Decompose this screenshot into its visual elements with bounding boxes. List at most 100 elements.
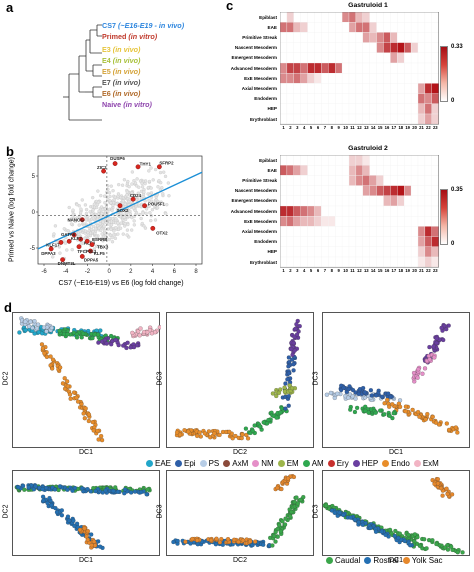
legend-label: AxM [232, 459, 249, 468]
tree-leaf-cs7: CS7 (~E16-E19 - in vivo) [102, 21, 184, 30]
heatmap-col-label: 1 [282, 268, 285, 274]
region-legend: Caudal Rostral Yolk Sac [326, 556, 447, 565]
dc-xlabel: DC1 [388, 557, 403, 564]
legend-item: HEP [352, 459, 378, 468]
heatmap-col-label: 4 [303, 125, 306, 131]
heatmap-row-label: Epiblast [259, 14, 277, 20]
heatmap-col-label: 1 [282, 125, 285, 131]
legend-swatch [327, 460, 335, 468]
gene-point [156, 164, 162, 170]
gene-point [117, 203, 123, 209]
panel-label-a: a [6, 0, 14, 15]
gene-point [71, 232, 77, 238]
heatmap-col-label: 13 [363, 125, 369, 131]
legend-item: EM [277, 459, 299, 468]
gene-label: GATA6 [61, 232, 76, 237]
gene-point [78, 236, 84, 242]
heatmap-col-label: 4 [303, 268, 306, 274]
heatmap-row-label: HEP [267, 106, 277, 112]
legend-item: AM [302, 459, 324, 468]
heatmap-col-label: 22 [426, 268, 431, 274]
gene-point [150, 225, 156, 231]
heatmap-col-label: 18 [398, 268, 404, 274]
gene-point [88, 248, 93, 254]
gene-point [76, 244, 82, 250]
heatmap-col-label: 12 [357, 125, 362, 131]
dc-plot-top-2 [166, 312, 314, 448]
tree-leaf-naive: Naive (in vitro) [102, 100, 152, 109]
heatmap-row-label: Erythroblast [249, 259, 277, 265]
tree-leaf-name: CS7 [102, 21, 116, 30]
x-tick-label: 0 [107, 269, 111, 275]
tree-leaf-name: E3 [102, 45, 111, 54]
colorbar-min-label: 0 [451, 241, 455, 247]
heatmap-row-label: EAE [267, 24, 277, 30]
gene-point [66, 238, 72, 244]
phylogenetic-tree [63, 24, 102, 121]
dc-plot-bottom-2 [166, 470, 314, 556]
colorbar-min-label: 0 [451, 98, 455, 104]
x-tick-label: -6 [41, 269, 47, 275]
y-tick-label: 0 [32, 210, 36, 216]
heatmap-col-label: 20 [412, 125, 417, 131]
gene-point [79, 217, 85, 223]
legend-item: ExM [413, 459, 439, 468]
heatmap-row-label: ExE Mesoderm [244, 218, 277, 224]
gene-label: ESRRB [92, 237, 107, 242]
gene-label: SFRP2 [159, 160, 174, 165]
y-tick-label: -5 [30, 246, 36, 252]
legend-swatch [199, 460, 207, 468]
dc-plot-bottom-1 [12, 470, 160, 556]
tree-leaf-e4: E4 (in vivo) [102, 56, 140, 65]
dc-xlabel: DC2 [232, 449, 247, 456]
legend-item: Caudal [326, 556, 360, 565]
dc-scatter [171, 474, 306, 549]
tree-leaf-note: (in vitro) [123, 100, 152, 109]
heatmap-col-label: 12 [357, 268, 362, 274]
panel-label-c: c [226, 0, 234, 13]
heatmap-row-label: Axial Mesoderm [241, 229, 277, 234]
gene-label: KLF4 [84, 240, 96, 245]
legend-item: AxM [223, 459, 248, 468]
legend-swatch [352, 460, 360, 468]
heatmap-row-label: Epiblast [259, 157, 277, 163]
scatter-ylabel: Primed vs Naive (log fold change) [8, 156, 16, 263]
legend-label: Epi [184, 459, 196, 468]
heatmap-col-label: 13 [363, 268, 369, 274]
tree-leaf-note: (in vivo) [112, 78, 141, 87]
legend-item: NM [252, 459, 274, 468]
colorbar [440, 189, 448, 245]
legend-label: EAE [155, 459, 172, 468]
gene-point [101, 168, 107, 174]
dc-scatter [174, 318, 302, 441]
tree-leaf-note: (~E16-E19 - in vivo) [117, 21, 185, 30]
gene-label: DNMT3L [58, 261, 76, 266]
heatmap-row-label: Axial Mesoderm [241, 86, 277, 91]
legend-item: Yolk Sac [402, 556, 443, 565]
gene-point [60, 257, 65, 263]
gene-label: DUSP6 [110, 156, 125, 161]
dc-scatter [17, 316, 162, 443]
gene-point [89, 242, 95, 247]
heatmap-col-label: 18 [398, 125, 404, 131]
heatmap-col-label: 3 [296, 268, 299, 274]
gene-label: DPPA5 [84, 258, 99, 263]
heatmap-col-label: 8 [330, 268, 333, 274]
dc-ylabel: DC3 [156, 371, 164, 386]
tree-leaf-e3: E3 (in vivo) [102, 45, 140, 54]
gene-label: KLF2 [71, 236, 83, 241]
heatmap-col-label: 5 [309, 125, 313, 131]
dc-plot-top-3 [322, 312, 470, 448]
heatmap-col-label: 7 [323, 125, 327, 131]
gene-label: SOX2 [117, 208, 129, 213]
heatmap-row-label: Nascent Mesoderm [234, 45, 277, 51]
legend-label: PS [208, 459, 220, 468]
heatmap-col-label: 23 [432, 125, 438, 131]
tree-leaf-name: Naive [102, 100, 122, 109]
heatmap-row-label: ExE Mesoderm [244, 75, 277, 81]
legend-item: Epi [175, 459, 196, 468]
dc-xlabel: DC2 [232, 557, 247, 564]
heatmap-col-label: 21 [419, 125, 424, 131]
dc-ylabel: DC2 [2, 504, 10, 519]
legend-label: AM [311, 459, 324, 468]
